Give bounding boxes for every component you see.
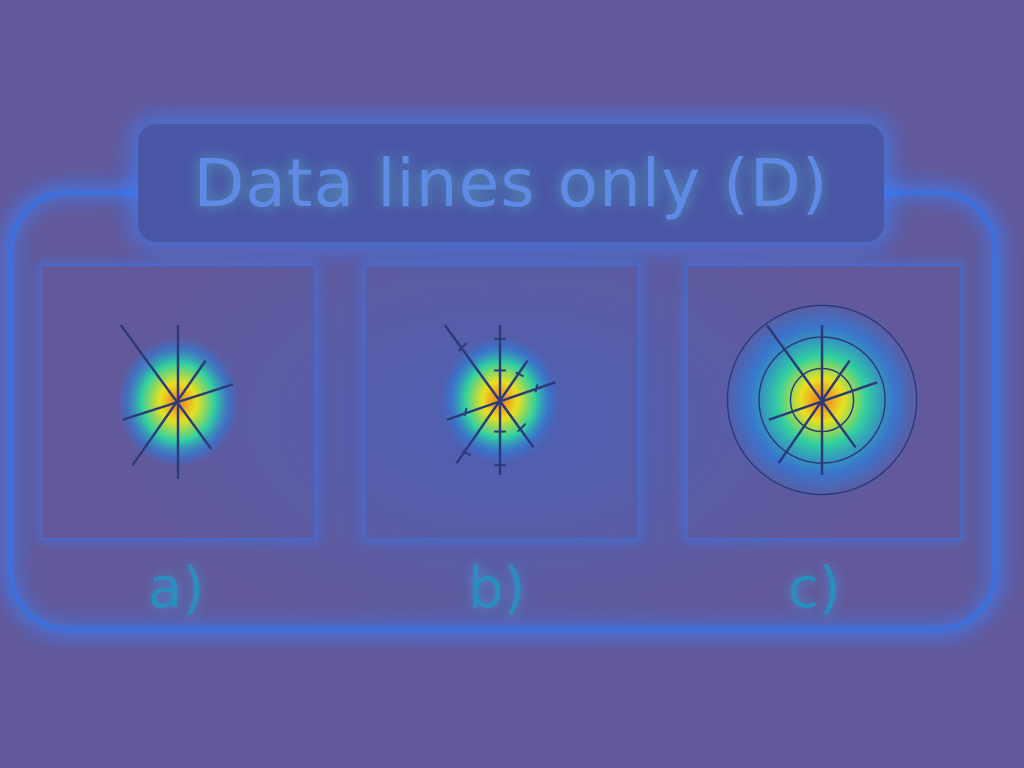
data-line-steep bbox=[455, 359, 529, 464]
panel-b-graphic bbox=[440, 324, 560, 475]
panel-a-graphic bbox=[116, 324, 240, 479]
outer-circle bbox=[726, 304, 918, 496]
data-line-diagonal bbox=[443, 324, 535, 449]
data-line-steep bbox=[777, 359, 851, 464]
title-box: Data lines only (D) bbox=[138, 124, 884, 242]
diagram-title: Data lines only (D) bbox=[193, 144, 829, 222]
data-line-steep bbox=[131, 359, 207, 466]
panel-b bbox=[364, 264, 640, 540]
tick-marks bbox=[457, 337, 539, 467]
panel-c-graphic bbox=[723, 301, 921, 499]
panel-b-label: b) bbox=[468, 556, 526, 621]
panel-a bbox=[40, 264, 316, 540]
panel-a-label: a) bbox=[148, 556, 205, 621]
data-line-diagonal bbox=[119, 324, 213, 451]
panel-c-label: c) bbox=[788, 556, 841, 621]
panel-c bbox=[686, 264, 962, 540]
data-line-diagonal bbox=[765, 324, 857, 449]
